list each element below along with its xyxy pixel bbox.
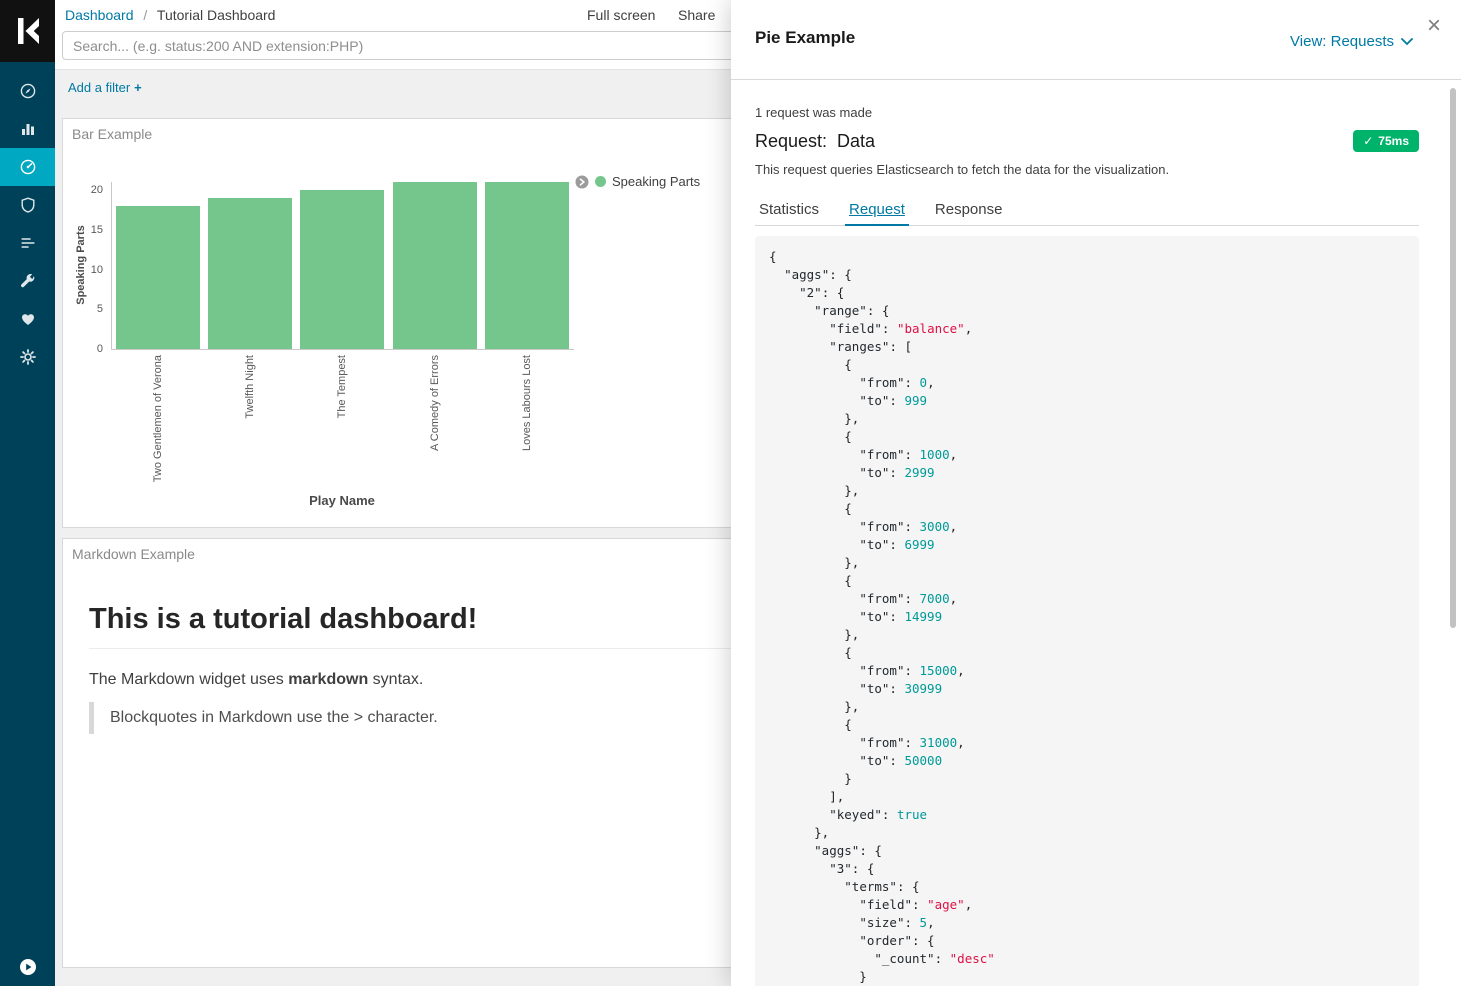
request-description: This request queries Elasticsearch to fe… xyxy=(755,162,1170,177)
dashboard-gauge-icon xyxy=(20,159,35,175)
request-label: Request: xyxy=(755,130,828,151)
x-tick-label[interactable]: Twelfth Night xyxy=(244,355,257,419)
y-tick-label: 20 xyxy=(90,184,103,196)
bar-1[interactable] xyxy=(116,206,200,349)
full-screen-button[interactable]: Full screen xyxy=(587,7,656,23)
breadcrumb-separator: / xyxy=(143,7,148,23)
close-icon[interactable]: × xyxy=(1426,12,1441,39)
bar-2[interactable] xyxy=(208,198,293,349)
markdown-paragraph-bold: markdown xyxy=(288,671,369,688)
bar-panel-title: Bar Example xyxy=(72,126,153,142)
tab-statistics[interactable]: Statistics xyxy=(759,201,820,218)
x-tick-label[interactable]: Loves Labours Lost xyxy=(520,355,533,452)
nav-item-dev-tools[interactable] xyxy=(0,262,55,300)
tab-response[interactable]: Response xyxy=(934,201,1003,218)
breadcrumb-current: Tutorial Dashboard xyxy=(156,7,276,23)
flyout-header: Pie Example View: Requests × xyxy=(731,0,1461,80)
kibana-logo[interactable] xyxy=(0,0,55,62)
x-tick-label[interactable]: The Tempest xyxy=(336,355,349,419)
view-requests-selector[interactable]: View: Requests xyxy=(1290,33,1413,50)
request-title: Request: Data xyxy=(755,131,875,152)
markdown-paragraph-prefix: The Markdown widget uses xyxy=(89,671,289,688)
kibana-k-icon xyxy=(17,18,39,44)
dev-tools-wrench-icon xyxy=(20,274,34,288)
flyout-title: Pie Example xyxy=(755,28,856,47)
legend-swatch[interactable] xyxy=(595,176,606,187)
legend-collapse-icon[interactable] xyxy=(575,175,589,189)
request-code: { "aggs": { "2": { "range": { "field": "… xyxy=(755,236,1419,986)
y-axis-line xyxy=(111,182,112,350)
view-selector-label: View: Requests xyxy=(1290,33,1394,50)
nav-item-graph[interactable] xyxy=(0,186,55,224)
breadcrumb: Dashboard / Tutorial Dashboard xyxy=(65,7,275,23)
inspector-flyout: Pie Example View: Requests × 1 request w… xyxy=(731,0,1461,986)
flyout-body: 1 request was made Request: Data ✓ 75ms T… xyxy=(731,81,1461,986)
global-nav-sidebar xyxy=(0,0,55,986)
nav-icon-list xyxy=(0,72,55,376)
check-icon: ✓ xyxy=(1363,134,1374,148)
bar-4[interactable] xyxy=(392,182,477,349)
nav-item-management[interactable] xyxy=(0,338,55,376)
markdown-paragraph-suffix: syntax. xyxy=(368,671,424,688)
markdown-paragraph: The Markdown widget uses markdown syntax… xyxy=(89,671,423,689)
nav-item-timelion[interactable] xyxy=(0,224,55,262)
timelion-lines-icon xyxy=(20,238,35,248)
markdown-blockquote: Blockquotes in Markdown use the > charac… xyxy=(89,702,438,734)
graph-shield-icon xyxy=(21,197,34,213)
requests-made-text: 1 request was made xyxy=(755,105,873,120)
tab-request[interactable]: Request xyxy=(845,195,909,226)
add-filter-button[interactable]: Add a filter + xyxy=(68,80,142,95)
request-name: Data xyxy=(837,130,876,151)
chevron-down-icon xyxy=(1401,37,1413,45)
plus-icon: + xyxy=(134,80,142,95)
plot-area xyxy=(111,182,573,349)
chart-legend: Speaking Parts xyxy=(575,174,700,189)
markdown-panel-title: Markdown Example xyxy=(72,546,195,562)
legend-label[interactable]: Speaking Parts xyxy=(612,174,701,189)
monitoring-heart-icon xyxy=(21,314,34,325)
x-axis-title: Play Name xyxy=(309,493,375,508)
bar-5[interactable] xyxy=(484,182,569,349)
y-tick-label: 0 xyxy=(96,343,103,355)
y-tick-label: 15 xyxy=(90,223,103,236)
breadcrumb-dashboard-link[interactable]: Dashboard xyxy=(65,7,134,23)
discover-compass-icon xyxy=(20,83,35,99)
flyout-tabs: Statistics Request Response xyxy=(755,195,1419,226)
flyout-scrollbar[interactable] xyxy=(1450,88,1456,628)
nav-item-dashboard[interactable] xyxy=(0,148,55,186)
request-row: Request: Data ✓ 75ms xyxy=(755,130,1419,152)
nav-item-discover[interactable] xyxy=(0,72,55,110)
visualize-bar-chart-icon xyxy=(21,124,34,135)
bar-3[interactable] xyxy=(300,190,385,349)
y-tick-label: 10 xyxy=(90,263,103,276)
x-axis-line xyxy=(111,349,574,350)
share-button[interactable]: Share xyxy=(678,7,716,23)
collapse-play-icon xyxy=(19,959,36,975)
nav-collapse-button[interactable] xyxy=(0,958,55,976)
x-tick-label[interactable]: Two Gentlemen of Verona xyxy=(152,355,164,483)
add-filter-label: Add a filter xyxy=(68,80,131,95)
duration-value: 75ms xyxy=(1378,134,1409,148)
y-tick-label: 5 xyxy=(96,303,103,316)
nav-item-monitoring[interactable] xyxy=(0,300,55,338)
duration-badge: ✓ 75ms xyxy=(1353,130,1419,152)
x-tick-label[interactable]: A Comedy of Errors xyxy=(428,355,441,451)
management-gear-icon xyxy=(19,349,36,365)
nav-item-visualize[interactable] xyxy=(0,110,55,148)
